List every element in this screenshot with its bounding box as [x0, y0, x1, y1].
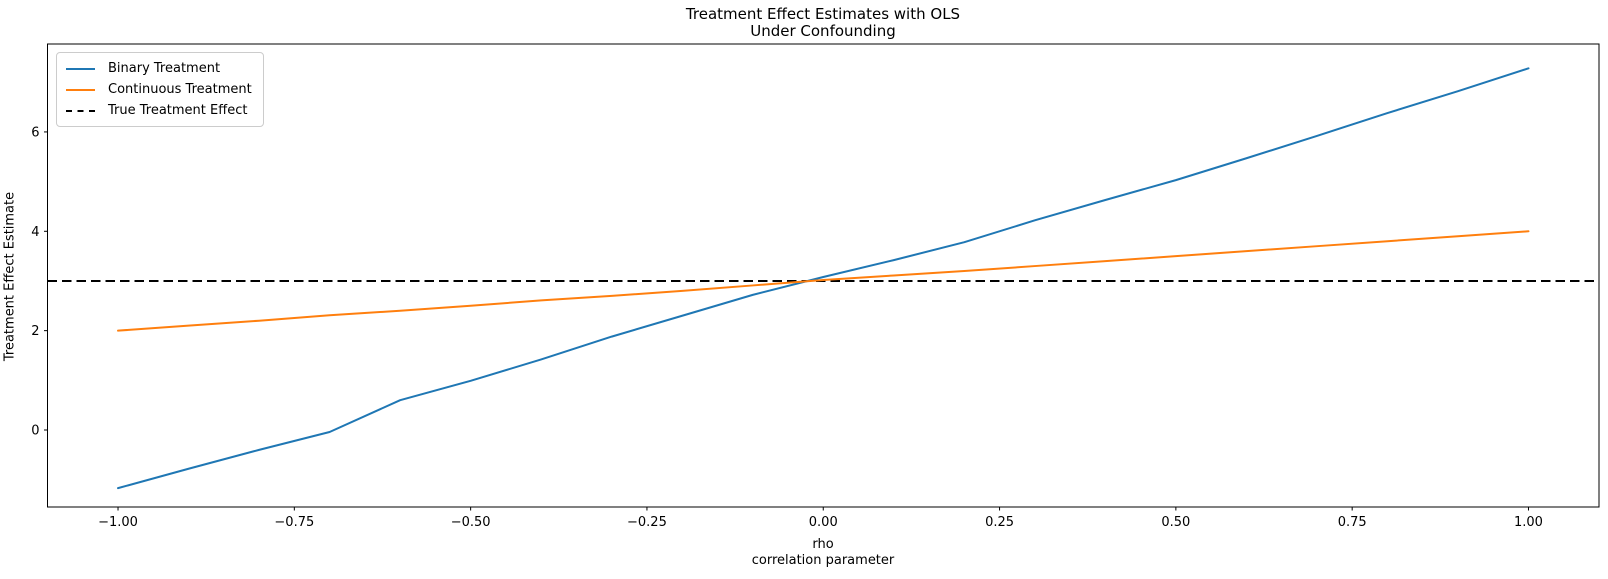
- x-tick-label: −1.00: [98, 515, 138, 530]
- legend-entry-label: True Treatment Effect: [108, 103, 248, 118]
- x-axis-label-line-2: correlation parameter: [751, 553, 895, 568]
- legend: Binary Treatment Continuous Treatment Tr…: [56, 52, 264, 127]
- legend-entry-true-treatment-effect: True Treatment Effect: [66, 100, 252, 121]
- x-tick-label: 1.00: [1514, 515, 1543, 530]
- x-tick-label: 0.50: [1161, 515, 1190, 530]
- legend-line-sample-true-effect: [66, 109, 95, 112]
- legend-entry-binary-treatment: Binary Treatment: [66, 58, 252, 79]
- y-tick-label: 0: [31, 423, 39, 438]
- x-tick-label: −0.50: [451, 515, 491, 530]
- legend-entry-continuous-treatment: Continuous Treatment: [66, 79, 252, 100]
- y-tick-label: 6: [31, 125, 39, 140]
- x-axis-label: rho correlation parameter: [47, 537, 1599, 569]
- x-tick-label: 0.75: [1338, 515, 1367, 530]
- x-tick-label: 0.00: [809, 515, 838, 530]
- legend-entry-label: Binary Treatment: [108, 61, 221, 76]
- chart-title: Treatment Effect Estimates with OLS Unde…: [47, 6, 1599, 40]
- x-axis-label-line-1: rho: [812, 537, 834, 552]
- legend-line-sample-continuous: [66, 88, 95, 91]
- series-binary-treatment-line: [117, 67, 1530, 490]
- y-axis-label: Treatment Effect Estimate: [2, 191, 18, 362]
- chart-title-line-2: Under Confounding: [750, 22, 896, 40]
- y-tick-label: 2: [31, 324, 39, 339]
- legend-entry-label: Continuous Treatment: [108, 82, 252, 97]
- chart-title-line-1: Treatment Effect Estimates with OLS: [685, 5, 961, 23]
- x-tick-label: −0.25: [627, 515, 667, 530]
- series-continuous-treatment-line: [117, 230, 1530, 332]
- x-tick-label: −0.75: [274, 515, 314, 530]
- legend-line-sample-binary: [66, 67, 95, 70]
- x-tick-label: 0.25: [985, 515, 1014, 530]
- plot-border: [47, 43, 1600, 508]
- y-tick-label: 4: [31, 225, 39, 240]
